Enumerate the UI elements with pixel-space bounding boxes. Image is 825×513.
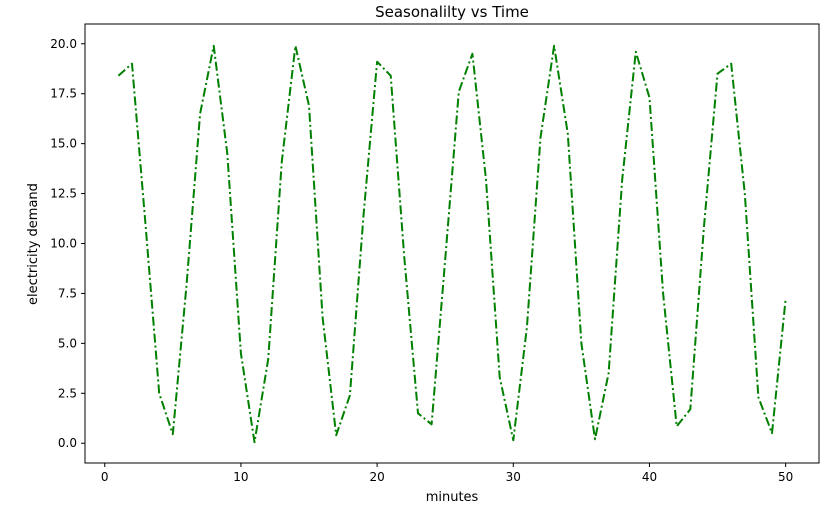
y-tick-label: 2.5 bbox=[58, 386, 77, 400]
y-tick-label: 10.0 bbox=[50, 237, 77, 251]
series-line bbox=[117, 44, 787, 444]
x-axis-ticks: 0 10 20 30 40 50 bbox=[101, 463, 793, 484]
y-axis-ticks: 0.0 2.5 5.0 7.5 10.0 12.5 15.0 17.5 20.0 bbox=[50, 37, 85, 450]
plot-frame bbox=[84, 23, 820, 464]
x-tick-label: 50 bbox=[778, 470, 793, 484]
x-tick-label: 20 bbox=[369, 470, 384, 484]
y-axis-label: electricity demand bbox=[26, 183, 41, 305]
x-tick-label: 0 bbox=[101, 470, 109, 484]
y-tick-label: 0.0 bbox=[58, 436, 77, 450]
y-tick-label: 12.5 bbox=[50, 187, 77, 201]
y-tick-label: 15.0 bbox=[50, 137, 77, 151]
x-axis-label: minutes bbox=[426, 490, 479, 505]
x-tick-label: 30 bbox=[506, 470, 521, 484]
y-tick-label: 17.5 bbox=[50, 87, 77, 101]
y-tick-label: 5.0 bbox=[58, 336, 77, 350]
chart-title: Seasonalilty vs Time bbox=[375, 3, 529, 21]
y-tick-label: 20.0 bbox=[50, 37, 77, 51]
x-tick-label: 40 bbox=[642, 470, 657, 484]
y-tick-label: 7.5 bbox=[58, 286, 77, 300]
x-tick-label: 10 bbox=[233, 470, 248, 484]
